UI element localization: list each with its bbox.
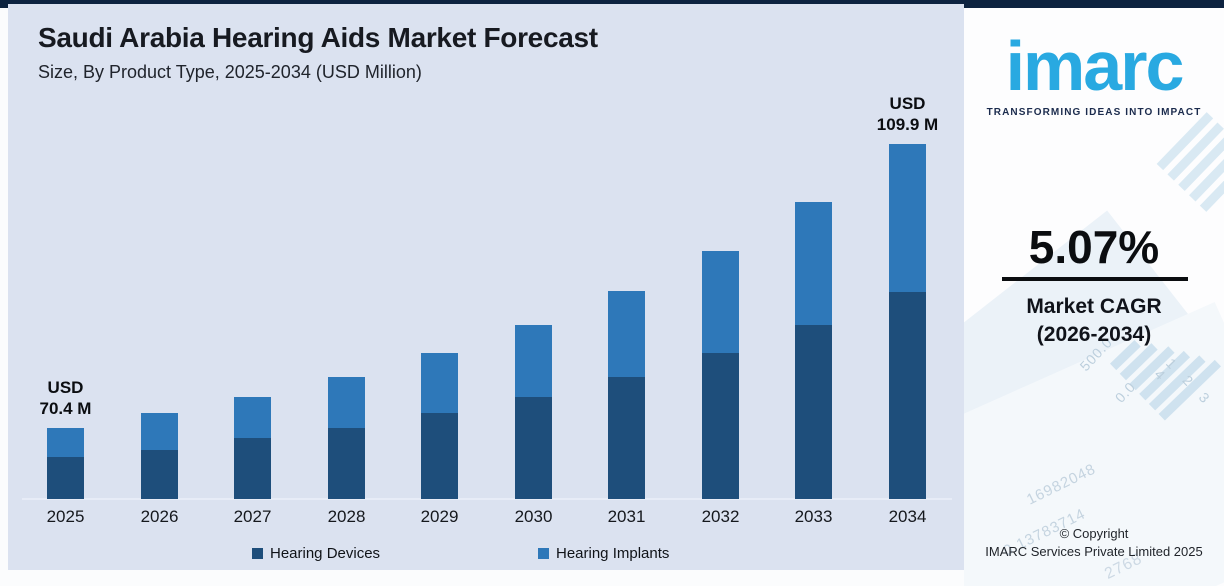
bar-2027-hearing-devices xyxy=(234,438,271,499)
watermark-stripes xyxy=(1156,112,1224,212)
chart-subtitle: Size, By Product Type, 2025-2034 (USD Mi… xyxy=(38,62,422,82)
bar-2031-hearing-implants xyxy=(608,291,645,377)
bar-2029-hearing-devices xyxy=(421,413,458,499)
copyright-line1: © Copyright xyxy=(1059,526,1129,541)
bar-2031-hearing-devices xyxy=(608,377,645,499)
bar-2029-hearing-implants xyxy=(421,353,458,413)
watermark-number: 1 2 3 4 xyxy=(1151,354,1217,411)
x-axis-label-2031: 2031 xyxy=(607,507,646,526)
legend-swatch-hearing-devices xyxy=(252,548,263,559)
x-axis-label-2030: 2030 xyxy=(514,507,553,526)
bar-2026-hearing-implants xyxy=(141,413,178,450)
x-axis-label-2027: 2027 xyxy=(233,507,272,526)
cagr-label: Market CAGR xyxy=(1026,295,1162,318)
cagr-divider xyxy=(1002,277,1188,281)
x-axis-label-2026: 2026 xyxy=(140,507,179,526)
value-label-2025: USD 70.4 M xyxy=(39,378,92,418)
x-axis-label-2033: 2033 xyxy=(794,507,833,526)
x-axis-line xyxy=(22,498,952,500)
legend-label-hearing-devices: Hearing Devices xyxy=(270,545,381,562)
bar-2025-hearing-devices xyxy=(47,457,84,499)
bar-2034-hearing-implants xyxy=(889,144,926,292)
bar-2028-hearing-devices xyxy=(328,428,365,499)
bar-2032-hearing-devices xyxy=(702,353,739,499)
stacked-bar-plot: 2025 USD 70.4 M 2026 2027 2028 2029 2030 2031 203… xyxy=(8,4,964,570)
brand-panel: 500.0 0.0 1 2 3 4 16982048 0.13783714 27… xyxy=(964,8,1224,586)
bar-2025-hearing-implants xyxy=(47,428,84,457)
legend-swatch-hearing-implants xyxy=(538,548,549,559)
imarc-logo: imarc xyxy=(1005,27,1185,105)
brand-tagline: TRANSFORMING IDEAS INTO IMPACT xyxy=(986,107,1202,118)
x-axis-label-2029: 2029 xyxy=(420,507,459,526)
x-axis-label-2025: 2025 xyxy=(46,507,85,526)
legend-item-hearing-implants: Hearing Implants xyxy=(538,545,669,562)
cagr-value: 5.07% xyxy=(1028,221,1160,273)
bar-2030-hearing-implants xyxy=(515,325,552,397)
bar-2030-hearing-devices xyxy=(515,397,552,499)
x-axis-label-2032: 2032 xyxy=(701,507,740,526)
value-label-2034: USD 109.9 M xyxy=(876,94,939,134)
bar-2034-hearing-devices xyxy=(889,292,926,499)
bar-2033-hearing-devices xyxy=(795,325,832,499)
bar-2032-hearing-implants xyxy=(702,251,739,353)
chart-card: Saudi Arabia Hearing Aids Market Forecas… xyxy=(8,4,964,570)
x-axis-label-2028: 2028 xyxy=(327,507,366,526)
legend-item-hearing-devices: Hearing Devices xyxy=(252,545,380,562)
bar-2027-hearing-implants xyxy=(234,397,271,438)
bar-2028-hearing-implants xyxy=(328,377,365,428)
cagr-period: (2026-2034) xyxy=(1036,323,1152,346)
bar-2026-hearing-devices xyxy=(141,450,178,499)
legend-label-hearing-implants: Hearing Implants xyxy=(556,545,670,562)
bar-2033-hearing-implants xyxy=(795,202,832,325)
copyright-line2: IMARC Services Private Limited 2025 xyxy=(985,544,1203,559)
watermark-number: 0.0 xyxy=(1111,378,1139,406)
chart-title: Saudi Arabia Hearing Aids Market Forecas… xyxy=(38,22,598,53)
watermark-number: 16982048 xyxy=(1024,460,1099,509)
x-axis-label-2034: 2034 xyxy=(888,507,927,526)
